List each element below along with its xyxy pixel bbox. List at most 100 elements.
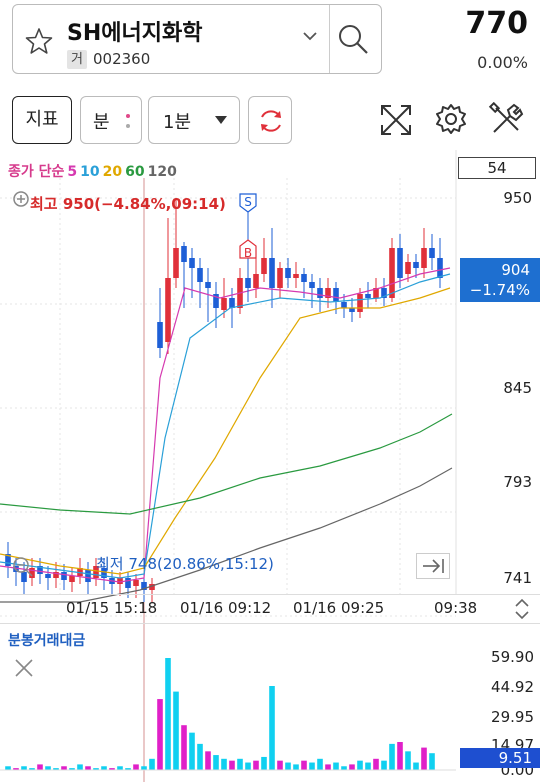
stock-code: 002360 xyxy=(93,50,151,68)
expand-icon[interactable] xyxy=(378,102,414,138)
candle xyxy=(149,584,155,590)
volume-bar xyxy=(301,760,307,770)
chevron-down-icon[interactable] xyxy=(301,29,319,43)
minute-label: 분 xyxy=(93,112,110,133)
candle xyxy=(405,262,411,274)
legend-item: 5 xyxy=(67,164,78,180)
current-price-tag: 904 −1.74% xyxy=(460,258,540,302)
y-tick: 793 xyxy=(503,473,532,491)
candle xyxy=(21,572,27,582)
minute-button[interactable]: 분 xyxy=(80,96,142,144)
buy-marker xyxy=(239,239,257,259)
buy-marker-label: B xyxy=(244,246,252,260)
y-tick: 741 xyxy=(503,569,532,587)
volume-bar xyxy=(341,766,347,770)
volume-bar xyxy=(365,762,371,770)
scroll-arrows-icon[interactable] xyxy=(512,597,532,621)
ma-legend[interactable]: 종가 단순 5 10 20 60 120 xyxy=(8,161,180,181)
candle xyxy=(269,258,275,288)
volume-bar xyxy=(165,658,171,770)
arrow-right-end-icon xyxy=(423,559,444,573)
tools-icon[interactable] xyxy=(488,102,524,138)
stock-selector[interactable]: SH에너지화학 거 002360 xyxy=(12,4,382,74)
candle xyxy=(285,268,291,278)
volume-bar xyxy=(397,742,403,770)
indicator-button[interactable]: 지표 xyxy=(12,96,72,144)
candle xyxy=(101,568,107,578)
current-price-value: 904 xyxy=(501,261,530,279)
volume-bar xyxy=(333,762,339,770)
interval-select[interactable]: 1분 xyxy=(148,96,240,144)
gear-icon[interactable] xyxy=(434,102,468,136)
candle xyxy=(229,298,235,308)
candle xyxy=(397,248,403,278)
volume-bar xyxy=(93,768,99,770)
candle xyxy=(117,578,123,584)
sell-marker-label: S xyxy=(244,195,252,209)
volume-bar xyxy=(293,764,299,770)
price-chart[interactable]: SB xyxy=(0,150,540,782)
volume-bar xyxy=(5,766,11,770)
candle xyxy=(205,282,211,288)
volume-bar xyxy=(61,766,67,770)
volume-bar xyxy=(421,747,427,770)
ma120-line xyxy=(0,467,453,603)
price-change: 0.00% xyxy=(477,53,528,72)
candle xyxy=(421,248,427,268)
candle xyxy=(373,288,379,298)
volume-bar xyxy=(405,751,411,770)
volume-bar xyxy=(229,760,235,770)
volume-bar xyxy=(101,766,107,770)
stock-name[interactable]: SH에너지화학 xyxy=(67,21,203,46)
volume-bar xyxy=(253,760,259,770)
candle xyxy=(309,282,315,288)
ma5-line xyxy=(0,267,451,583)
search-icon[interactable] xyxy=(335,21,371,57)
volume-bar xyxy=(69,768,75,770)
candle xyxy=(429,248,435,258)
zoom-out-icon[interactable] xyxy=(12,556,34,578)
candle xyxy=(341,302,347,308)
volume-bar xyxy=(21,766,27,770)
candle xyxy=(45,574,51,578)
volume-bar xyxy=(53,768,59,770)
candle xyxy=(277,268,283,288)
zoom-in-icon[interactable] xyxy=(12,190,32,210)
volume-bar xyxy=(325,764,331,770)
dot-icon xyxy=(126,114,130,118)
candle xyxy=(357,294,363,312)
divider xyxy=(329,5,330,73)
star-icon[interactable] xyxy=(25,27,53,55)
refresh-icon xyxy=(261,110,281,132)
volume-bar xyxy=(37,764,43,770)
y-tick: 950 xyxy=(503,189,532,207)
volume-bar xyxy=(197,743,203,770)
ma20-line xyxy=(0,287,451,575)
candle xyxy=(61,572,67,580)
candle xyxy=(85,570,91,582)
current-volume-tag: 9.51 xyxy=(460,748,540,768)
candle xyxy=(301,274,307,282)
close-icon[interactable] xyxy=(14,658,34,678)
interval-value: 1분 xyxy=(163,112,192,133)
x-tick: 01/16 09:25 xyxy=(293,599,385,617)
candle xyxy=(125,578,131,588)
candle xyxy=(261,258,267,274)
volume-bar xyxy=(157,699,163,770)
candle xyxy=(197,268,203,282)
volume-bar xyxy=(413,762,419,770)
volume-bar xyxy=(13,768,19,770)
volume-bar xyxy=(205,751,211,770)
candle xyxy=(165,278,171,342)
sell-marker xyxy=(239,193,257,213)
candle-count-box[interactable]: 54 xyxy=(458,157,536,179)
ma60-line xyxy=(0,413,453,515)
refresh-button[interactable] xyxy=(248,96,292,144)
volume-bar xyxy=(237,758,243,770)
candle xyxy=(413,262,419,268)
candle xyxy=(389,248,395,298)
x-tick: 01/15 15:18 xyxy=(66,599,158,617)
candle xyxy=(173,248,179,278)
dot-icon xyxy=(126,124,130,128)
go-to-end-button[interactable] xyxy=(416,553,450,579)
